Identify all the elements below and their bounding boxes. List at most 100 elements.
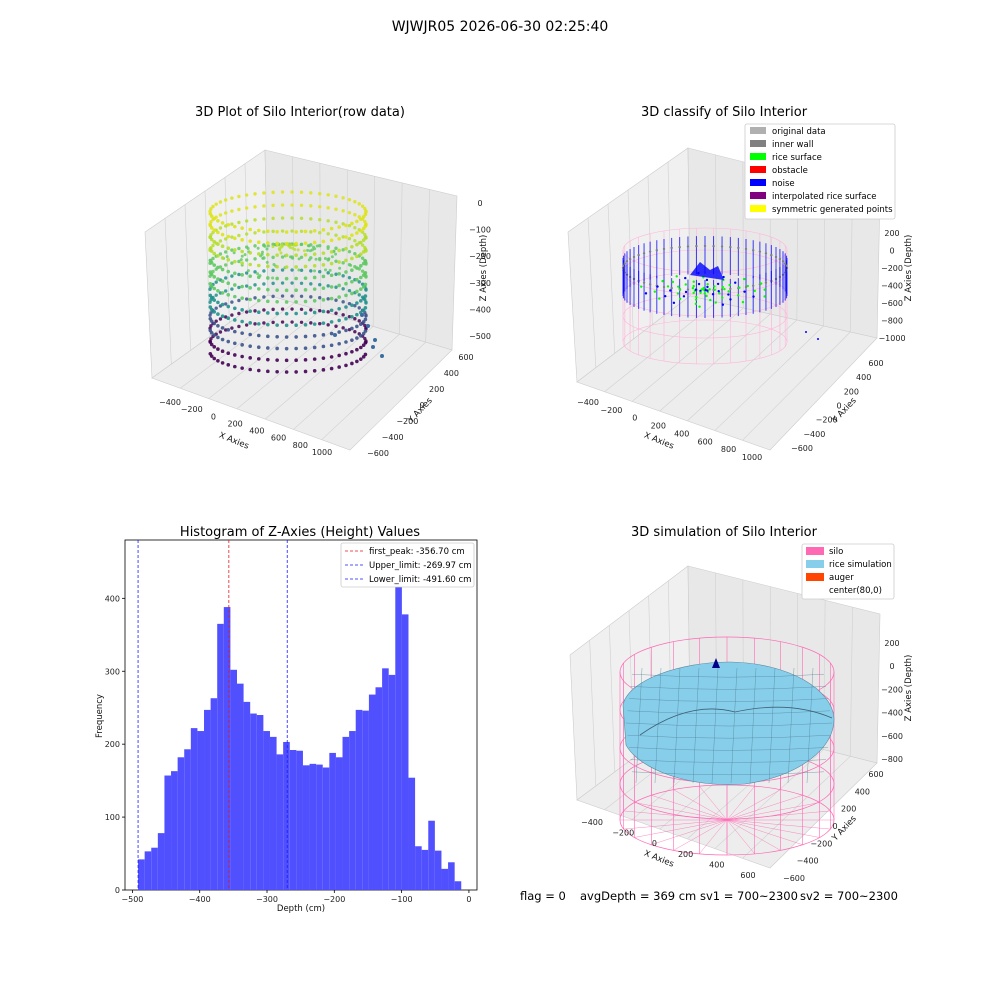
- raw-point: [299, 320, 304, 325]
- classify-y-tick-label: −400: [803, 430, 825, 439]
- histogram-bar: [415, 846, 422, 890]
- surface-point: [702, 288, 705, 291]
- raw-point: [334, 207, 338, 211]
- raw-point: [275, 323, 279, 327]
- raw-point: [271, 190, 275, 195]
- raw-point: [318, 205, 322, 209]
- raw-point: [312, 245, 316, 249]
- raw-point: [248, 321, 252, 325]
- raw-point: [355, 254, 359, 259]
- raw-point: [275, 311, 279, 316]
- raw-point: [253, 231, 257, 235]
- raw-point: [233, 341, 237, 346]
- raw-point: [284, 346, 289, 351]
- histogram-bar: [342, 736, 350, 890]
- raw-point: [266, 369, 270, 374]
- raw-point: [208, 340, 213, 344]
- raw-point: [312, 310, 317, 315]
- raw-point: [326, 323, 330, 327]
- raw-point: [313, 269, 317, 273]
- raw-point: [280, 307, 285, 311]
- raw-point: [226, 363, 231, 367]
- histogram-x-tick-label: −300: [256, 895, 278, 904]
- raw-point: [279, 251, 283, 255]
- histogram-legend-entry: Lower_limit: -491.60 cm: [369, 575, 471, 585]
- raw-point: [232, 251, 236, 255]
- histogram-bar: [349, 731, 356, 890]
- histogram-bar: [329, 752, 336, 890]
- raw-x-axis-label: X Axies: [217, 431, 250, 452]
- raw-point: [230, 222, 234, 226]
- raw-point: [312, 322, 317, 326]
- noise-cluster: [690, 262, 724, 280]
- simulation-y-tick-label: −400: [797, 857, 819, 866]
- simulation-z-tick-label: −200: [881, 685, 903, 694]
- raw-point: [318, 322, 322, 326]
- raw-point: [240, 354, 244, 359]
- raw-point: [218, 252, 223, 256]
- raw-point: [237, 246, 241, 251]
- raw-point: [240, 366, 244, 370]
- raw-point: [230, 209, 234, 213]
- raw-point: [334, 324, 338, 328]
- raw-point: [294, 335, 298, 339]
- raw-point: [329, 261, 334, 266]
- raw-point: [321, 251, 326, 255]
- raw-point: [218, 213, 223, 217]
- raw-point: [240, 238, 244, 242]
- raw-point: [208, 258, 213, 263]
- legend-entry: noise: [772, 179, 795, 189]
- raw-point: [350, 361, 354, 366]
- raw-point: [233, 224, 237, 229]
- raw-point: [290, 320, 294, 324]
- histogram-x-tick-label: −200: [323, 895, 345, 904]
- raw-point: [303, 241, 308, 245]
- raw-point: [208, 305, 213, 309]
- histogram-bar: [401, 614, 409, 890]
- raw-point: [309, 217, 313, 221]
- raw-point: [212, 345, 217, 349]
- raw-point: [303, 276, 308, 280]
- raw-point: [359, 287, 363, 291]
- raw-point: [334, 285, 338, 289]
- raw-point: [271, 203, 275, 208]
- raw-point: [280, 190, 285, 194]
- raw-plot-title: 3D Plot of Silo Interior(row data): [195, 105, 405, 120]
- inner-wall-point: [764, 281, 768, 284]
- raw-point: [330, 255, 334, 259]
- raw-point: [312, 298, 317, 303]
- histogram-bar: [283, 741, 290, 890]
- raw-point: [359, 229, 363, 233]
- raw-point: [284, 323, 289, 328]
- histogram-legend: first_peak: -356.70 cm Upper_limit: -269.…: [340, 542, 475, 588]
- raw-point: [226, 293, 231, 297]
- inner-wall-point: [784, 262, 787, 265]
- raw-point: [266, 322, 270, 327]
- raw-point: [256, 287, 261, 291]
- raw-point: [291, 256, 295, 260]
- surface-point: [727, 290, 730, 293]
- raw-point: [350, 303, 354, 307]
- raw-point: [355, 266, 359, 270]
- raw-point: [224, 328, 228, 332]
- raw-point: [353, 303, 357, 308]
- raw-point: [226, 328, 231, 332]
- raw-point-cloud: [208, 190, 384, 374]
- surface-point: [671, 280, 675, 284]
- raw-point: [208, 270, 213, 274]
- raw-point: [260, 250, 264, 254]
- histogram-bar: [316, 764, 323, 890]
- raw-point: [321, 321, 326, 325]
- simulation-x-tick-label: 200: [678, 850, 693, 859]
- raw-point: [344, 293, 348, 298]
- legend-swatch: [806, 547, 824, 555]
- raw-point: [230, 196, 234, 200]
- histogram-x-tick-label: −400: [189, 895, 211, 904]
- legend-swatch: [750, 205, 766, 212]
- raw-point: [329, 250, 334, 254]
- raw-point: [233, 283, 237, 287]
- raw-point: [318, 309, 322, 313]
- raw-point: [280, 203, 285, 207]
- raw-point: [240, 249, 244, 254]
- inner-wall-point: [751, 249, 755, 252]
